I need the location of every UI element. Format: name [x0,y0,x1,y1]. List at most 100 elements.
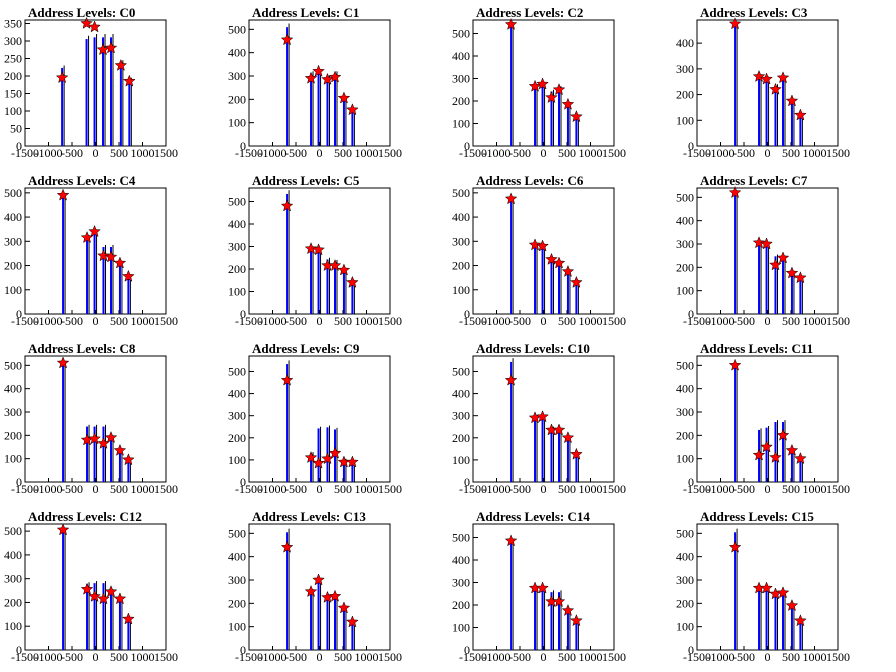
histogram-bar [558,429,561,482]
peak-marker [56,523,70,536]
peak-marker [114,58,128,71]
x-tick-label: -500 [733,482,755,496]
x-tick-label: -1000 [259,314,287,328]
x-tick-label: 1000 [803,146,827,160]
x-tick-label: 0 [765,482,771,496]
peak-marker [760,237,773,250]
y-tick-label: 200 [228,596,246,610]
histogram-bar [334,261,337,314]
x-tick-label: 1500 [378,482,402,496]
histogram-bar [93,583,96,650]
panel-title: Address Levels: C12 [28,509,142,524]
peak-marker [88,224,101,238]
y-tick-label: 0 [464,475,470,489]
y-tick-label: 500 [4,358,22,372]
histogram-bar [127,618,130,650]
x-tick-label: -500 [285,650,307,664]
peak-marker [552,83,566,96]
peak-marker [752,236,766,249]
peak-marker [504,192,518,205]
y-tick-label: 100 [228,285,246,299]
x-tick-label: 500 [110,650,128,664]
y-tick-label: 300 [228,409,246,423]
histogram-panel: Address Levels: C80100200300400500-1500-… [4,341,178,496]
x-tick-label: 500 [782,482,800,496]
x-tick-label: -1500 [11,314,39,328]
histogram-bar [510,543,513,650]
histogram-panel: Address Levels: C3 0 100 200 300 400 -1500-100… [676,5,850,160]
peak-marker [280,373,294,386]
y-tick-label: 300 [452,576,470,590]
x-tick-label: 0 [317,482,323,496]
peak-marker [785,598,799,612]
x-tick-label: 0 [93,314,99,328]
histogram-bar [765,78,768,146]
x-tick-label: 1500 [378,650,402,664]
x-tick-label: -1000 [259,146,287,160]
histogram-bar [62,365,65,482]
peak-marker [122,612,135,625]
histogram-bar [310,453,313,482]
x-tick-label: -1000 [483,650,511,664]
peak-marker [304,584,318,598]
x-tick-label: -1500 [235,650,263,664]
histogram-bar [575,115,578,146]
x-tick-label: -1000 [707,650,735,664]
y-tick-label: 100 [228,116,246,130]
histogram-bar [110,437,113,482]
y-tick-label: 500 [4,524,22,538]
peak-marker [328,446,342,459]
peak-marker [280,199,294,212]
x-tick-label: 1500 [826,314,850,328]
peak-marker [80,16,93,29]
x-tick-label: 1000 [131,146,155,160]
y-tick-label: 200 [452,259,470,273]
x-tick-label: -1500 [459,146,487,160]
panel-title: Address Levels: C11 [700,341,813,356]
y-tick-label: 400 [4,382,22,396]
y-tick-label: 300 [228,69,246,83]
x-tick-label: 500 [558,482,576,496]
peak-marker [760,581,773,594]
x-tick-label: 1000 [579,146,603,160]
histogram-bar [782,79,785,146]
histogram-bar [102,37,105,146]
y-tick-label: 400 [452,210,470,224]
histogram-bar [342,270,345,314]
histogram-bar [550,91,553,146]
histogram-bar [317,71,320,146]
histogram-bar [310,73,313,146]
peak-marker [104,250,118,263]
histogram-bar [110,247,113,314]
peak-marker [88,20,101,33]
x-tick-label: -500 [733,650,755,664]
peak-marker [113,256,127,269]
y-tick-label: 300 [452,72,470,86]
x-tick-label: 0 [541,482,547,496]
peak-marker [346,275,359,288]
histogram-bar [734,26,737,147]
histogram-bar [286,193,289,314]
histogram-bar [334,73,337,146]
histogram-bar [86,426,89,482]
y-tick-label: 400 [228,387,246,401]
histogram-bar [127,459,130,482]
histogram-bar [534,245,537,314]
y-tick-label: 400 [228,217,246,231]
histogram-bar [351,282,354,314]
x-tick-label: -1500 [683,650,711,664]
histogram-bar [62,197,65,314]
y-tick-label: 400 [452,49,470,63]
peak-marker [55,71,69,84]
histogram-bar [566,610,569,650]
histogram-bar [118,599,121,650]
x-tick-label: 500 [110,314,128,328]
x-tick-label: -500 [285,482,307,496]
histogram-bar [774,256,777,314]
peak-marker [56,188,70,201]
x-tick-label: -1500 [11,482,39,496]
x-tick-label: 0 [317,650,323,664]
x-tick-label: 0 [765,146,771,160]
histogram-panel: Address Levels: C50100200300400500-1500-… [228,173,402,328]
peak-marker [760,72,773,85]
